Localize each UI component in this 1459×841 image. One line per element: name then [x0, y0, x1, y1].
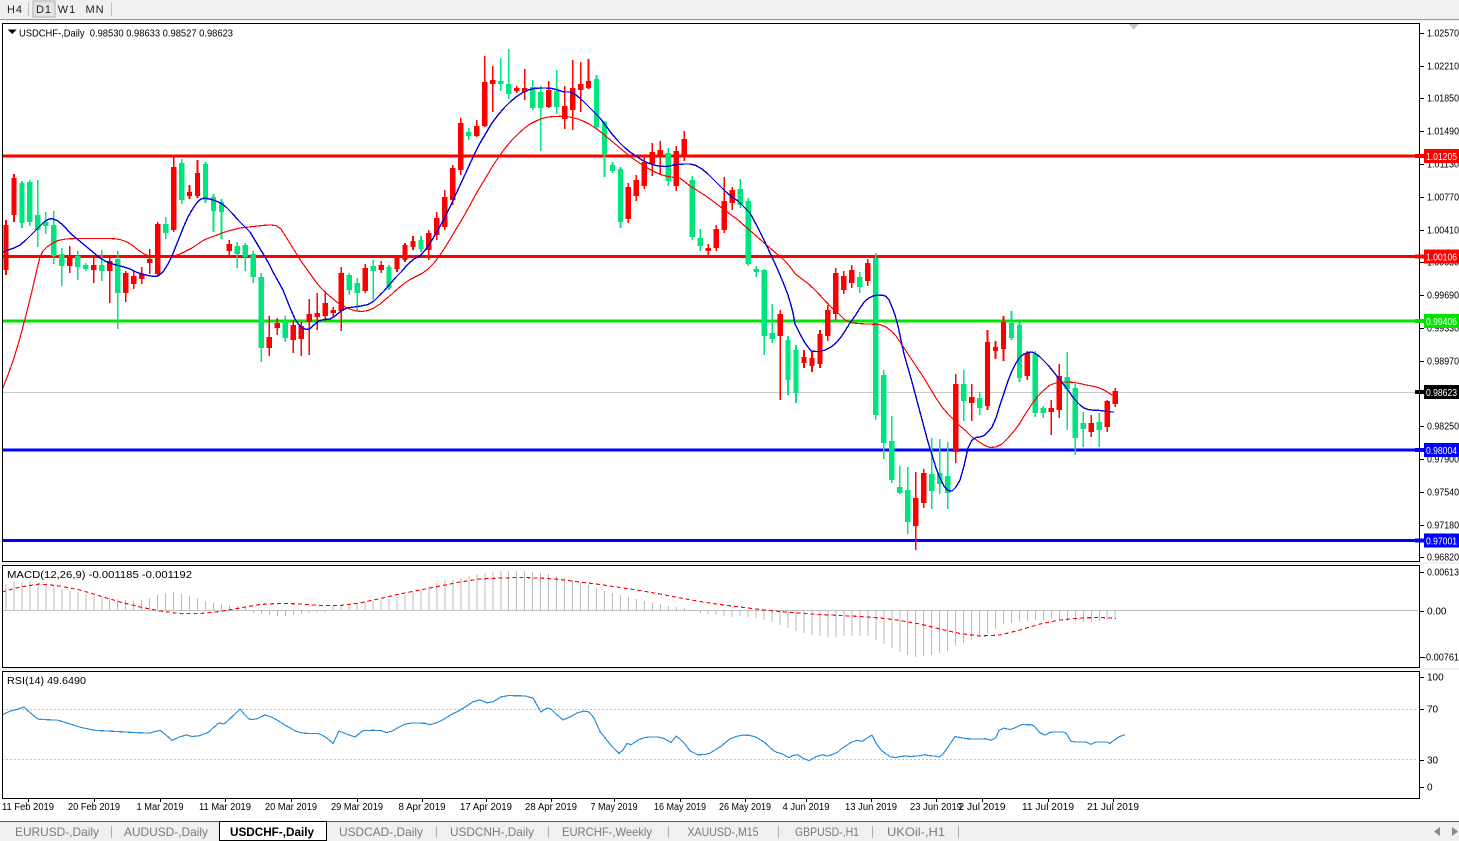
svg-text:17 Apr 2019: 17 Apr 2019	[460, 802, 512, 813]
svg-text:UKOil-,H1: UKOil-,H1	[887, 825, 945, 839]
svg-text:23 Jun 2019: 23 Jun 2019	[910, 802, 962, 813]
svg-text:0: 0	[1427, 783, 1433, 794]
svg-text:70: 70	[1427, 705, 1439, 716]
svg-text:11 Mar 2019: 11 Mar 2019	[199, 802, 251, 813]
svg-text:1 Mar 2019: 1 Mar 2019	[137, 802, 184, 813]
svg-text:0.99330: 0.99330	[1427, 324, 1459, 335]
svg-text:2 Jul 2019: 2 Jul 2019	[959, 802, 1006, 813]
svg-text:16 May 2019: 16 May 2019	[654, 802, 706, 813]
svg-text:0.98970: 0.98970	[1427, 357, 1459, 368]
svg-text:28 Apr 2019: 28 Apr 2019	[525, 802, 577, 813]
svg-text:100: 100	[1427, 673, 1444, 684]
svg-text:20 Mar 2019: 20 Mar 2019	[265, 802, 317, 813]
svg-text:0.98004: 0.98004	[1426, 446, 1457, 457]
svg-text:20 Feb 2019: 20 Feb 2019	[68, 802, 120, 813]
svg-text:MN: MN	[85, 4, 104, 16]
svg-text:8 Apr 2019: 8 Apr 2019	[399, 802, 446, 813]
svg-text:0.98250: 0.98250	[1427, 422, 1459, 433]
svg-text:13 Jun 2019: 13 Jun 2019	[845, 802, 897, 813]
svg-text:XAUUSD-,M15: XAUUSD-,M15	[688, 825, 759, 839]
svg-text:1.02210: 1.02210	[1427, 62, 1459, 73]
svg-text:1.00106: 1.00106	[1426, 253, 1457, 264]
svg-text:1.01205: 1.01205	[1426, 152, 1457, 163]
svg-text:29 Mar 2019: 29 Mar 2019	[331, 802, 383, 813]
svg-text:0.97900: 0.97900	[1427, 455, 1459, 466]
svg-text:11 Jul 2019: 11 Jul 2019	[1022, 802, 1074, 813]
svg-text:21 Jul 2019: 21 Jul 2019	[1087, 802, 1139, 813]
svg-text:1.00410: 1.00410	[1427, 226, 1459, 237]
svg-text:1.01130: 1.01130	[1427, 160, 1459, 171]
svg-text:H4: H4	[7, 4, 23, 16]
svg-text:W1: W1	[58, 4, 77, 16]
svg-text:-0.00761: -0.00761	[1423, 653, 1459, 664]
svg-text:1.02570: 1.02570	[1427, 29, 1459, 40]
svg-text:7 May 2019: 7 May 2019	[591, 802, 638, 813]
svg-text:USDCAD-,Daily: USDCAD-,Daily	[339, 825, 423, 839]
svg-text:USDCHF-,Daily: USDCHF-,Daily	[230, 825, 314, 839]
svg-text:EURUSD-,Daily: EURUSD-,Daily	[15, 825, 99, 839]
svg-text:0.98623: 0.98623	[1426, 388, 1457, 399]
svg-text:AUDUSD-,Daily: AUDUSD-,Daily	[124, 825, 208, 839]
svg-text:USDCNH-,Daily: USDCNH-,Daily	[450, 825, 534, 839]
svg-text:0.00613: 0.00613	[1427, 568, 1459, 579]
svg-text:RSI(14) 49.6490: RSI(14) 49.6490	[7, 675, 86, 687]
svg-text:26 May 2019: 26 May 2019	[719, 802, 771, 813]
svg-text:0.99690: 0.99690	[1427, 291, 1459, 302]
svg-text:1.01490: 1.01490	[1427, 127, 1459, 138]
svg-text:11 Feb 2019: 11 Feb 2019	[2, 802, 54, 813]
svg-text:1.01850: 1.01850	[1427, 94, 1459, 105]
svg-text:0.96820: 0.96820	[1427, 553, 1459, 564]
svg-text:0.97180: 0.97180	[1427, 521, 1459, 532]
svg-text:MACD(12,26,9) -0.001185 -0.001: MACD(12,26,9) -0.001185 -0.001192	[7, 569, 192, 581]
svg-text:0.00: 0.00	[1427, 607, 1447, 618]
svg-text:30: 30	[1427, 756, 1439, 767]
svg-text:1.00770: 1.00770	[1427, 193, 1459, 204]
svg-text:USDCHF-,Daily 0.98530 0.98633: USDCHF-,Daily 0.98530 0.98633 0.98527 0.…	[19, 28, 233, 40]
svg-text:0.97001: 0.97001	[1426, 537, 1457, 548]
svg-text:D1: D1	[36, 4, 52, 16]
svg-text:4 Jun 2019: 4 Jun 2019	[783, 802, 830, 813]
svg-text:GBPUSD-,H1: GBPUSD-,H1	[795, 825, 859, 839]
svg-text:0.97540: 0.97540	[1427, 488, 1459, 499]
svg-text:EURCHF-,Weekly: EURCHF-,Weekly	[562, 825, 652, 839]
svg-text:0.99406: 0.99406	[1426, 317, 1457, 328]
